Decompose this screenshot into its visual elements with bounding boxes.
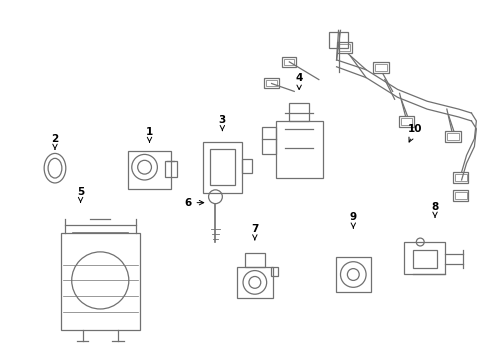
Text: 5: 5 [77,187,84,202]
Bar [128,152,171,189]
Text: 1: 1 [146,127,153,142]
Text: 9: 9 [350,212,357,228]
Bar [447,133,459,140]
Text: 7: 7 [251,224,259,240]
Bar [262,127,275,154]
Bar [445,131,461,141]
Bar [453,190,468,201]
Bar [375,64,387,71]
Bar [237,267,272,298]
Text: 6: 6 [184,198,204,208]
Bar [266,80,277,86]
Text: 10: 10 [408,124,422,142]
Bar [336,257,371,292]
Bar [329,32,348,48]
Text: 2: 2 [51,134,59,149]
Bar [245,253,265,267]
Bar [242,159,252,173]
Bar [289,103,309,121]
Bar [264,78,279,89]
Bar [282,57,296,67]
Bar [400,118,413,125]
Text: 3: 3 [219,115,226,131]
Bar [165,161,177,177]
Bar [455,192,466,199]
Bar [210,149,235,185]
Text: 4: 4 [295,73,303,90]
Bar [453,172,468,183]
Bar [404,242,445,274]
Bar [284,59,294,65]
Bar [61,233,140,330]
Text: 8: 8 [431,202,439,217]
Bar [339,44,350,51]
Bar [270,267,278,276]
Bar [373,62,389,73]
Bar [455,174,466,181]
Bar [203,141,242,193]
Bar [275,121,323,178]
Bar [414,250,437,267]
Bar [337,42,352,53]
Bar [398,116,415,127]
